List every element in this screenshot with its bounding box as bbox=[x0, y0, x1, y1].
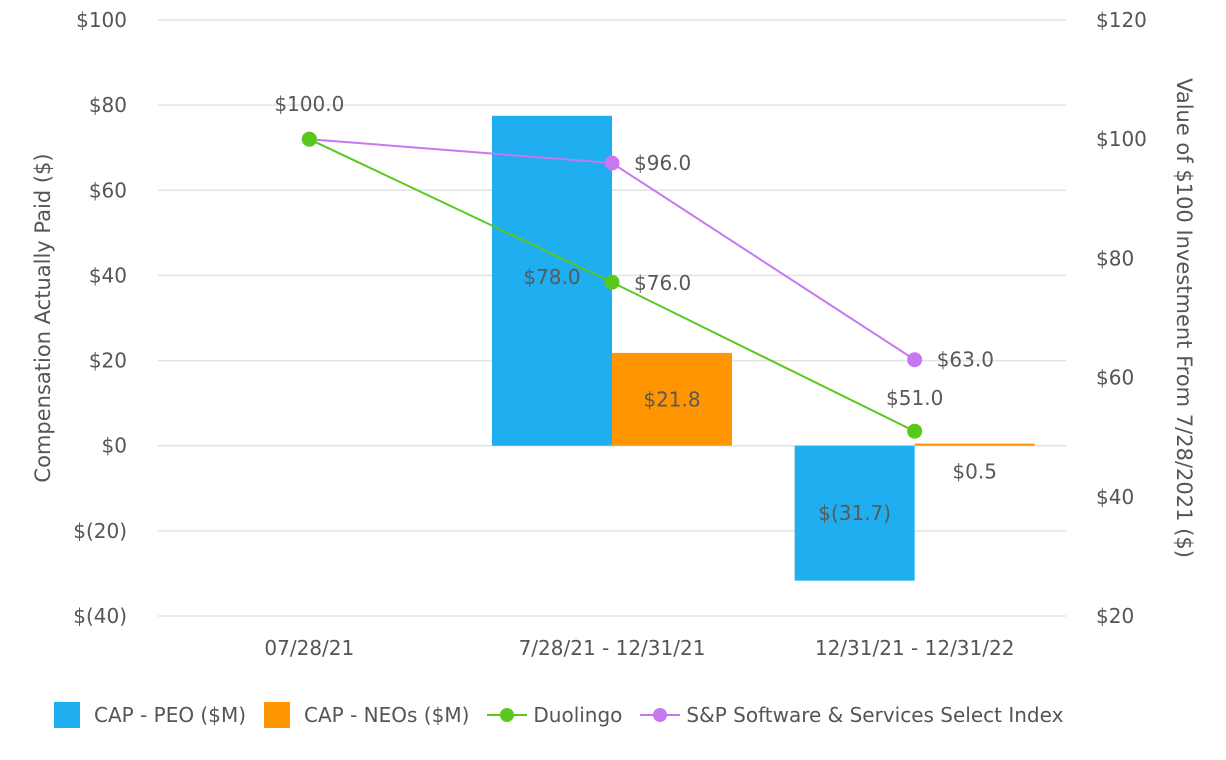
legend-label-duolingo: Duolingo bbox=[533, 703, 622, 727]
series-point bbox=[605, 275, 620, 290]
series-point bbox=[907, 424, 922, 439]
right-tick-label: $20 bbox=[1096, 604, 1134, 628]
legend-item-cap-neos[interactable]: CAP - NEOs ($M) bbox=[264, 702, 469, 728]
legend-swatch-cap-neos bbox=[264, 702, 290, 728]
legend-label-cap-neos: CAP - NEOs ($M) bbox=[304, 703, 469, 727]
point-data-label: $76.0 bbox=[634, 271, 691, 295]
legend: CAP - PEO ($M) CAP - NEOs ($M) Duolingo … bbox=[54, 702, 1081, 728]
left-tick-label: $(40) bbox=[73, 604, 127, 628]
point-data-label: $63.0 bbox=[937, 348, 994, 372]
series-point bbox=[302, 132, 317, 147]
legend-item-sp-index[interactable]: S&P Software & Services Select Index bbox=[640, 702, 1063, 728]
right-tick-label: $80 bbox=[1096, 246, 1134, 270]
legend-marker-sp-index bbox=[640, 702, 680, 728]
left-tick-label: $0 bbox=[102, 434, 127, 458]
left-tick-label: $(20) bbox=[73, 519, 127, 543]
left-tick-label: $20 bbox=[89, 349, 127, 373]
left-axis-title: Compensation Actually Paid ($) bbox=[31, 153, 55, 482]
right-tick-label: $100 bbox=[1096, 127, 1147, 151]
bar-data-label: $0.5 bbox=[952, 460, 997, 484]
point-data-label: $100.0 bbox=[274, 92, 344, 116]
chart: $100 $80 $60 $40 $20 $0 $(20) $(40) $120 $100 $80… bbox=[0, 0, 1226, 700]
series-point bbox=[907, 352, 922, 367]
left-tick-label: $60 bbox=[89, 178, 127, 202]
left-tick-label: $100 bbox=[76, 8, 127, 32]
left-tick-label: $40 bbox=[89, 263, 127, 287]
left-tick-label: $80 bbox=[89, 93, 127, 117]
series-point bbox=[605, 156, 620, 171]
bar-data-label: $21.8 bbox=[643, 387, 700, 411]
legend-label-cap-peo: CAP - PEO ($M) bbox=[94, 703, 246, 727]
right-axis-title: Value of $100 Investment From 7/28/2021 … bbox=[1172, 78, 1196, 558]
right-tick-label: $40 bbox=[1096, 485, 1134, 509]
right-tick-label: $60 bbox=[1096, 366, 1134, 390]
bar-data-label: $(31.7) bbox=[818, 501, 891, 525]
legend-label-sp-index: S&P Software & Services Select Index bbox=[686, 703, 1063, 727]
bar bbox=[915, 444, 1035, 446]
right-tick-label: $120 bbox=[1096, 8, 1147, 32]
legend-swatch-cap-peo bbox=[54, 702, 80, 728]
legend-marker-duolingo bbox=[487, 702, 527, 728]
right-axis-ticks: $120 $100 $80 $60 $40 $20 bbox=[1096, 8, 1147, 628]
left-axis-ticks: $100 $80 $60 $40 $20 $0 $(20) $(40) bbox=[73, 8, 127, 628]
category-label: 07/28/21 bbox=[264, 636, 354, 660]
category-label: 7/28/21 - 12/31/21 bbox=[519, 636, 706, 660]
category-labels: 07/28/21 7/28/21 - 12/31/21 12/31/21 - 12/… bbox=[264, 636, 1014, 660]
point-data-label: $96.0 bbox=[634, 151, 691, 175]
point-data-label: $51.0 bbox=[886, 386, 943, 410]
legend-item-duolingo[interactable]: Duolingo bbox=[487, 702, 622, 728]
legend-item-cap-peo[interactable]: CAP - PEO ($M) bbox=[54, 702, 246, 728]
bar-data-label: $78.0 bbox=[523, 265, 580, 289]
category-label: 12/31/21 - 12/31/22 bbox=[815, 636, 1015, 660]
